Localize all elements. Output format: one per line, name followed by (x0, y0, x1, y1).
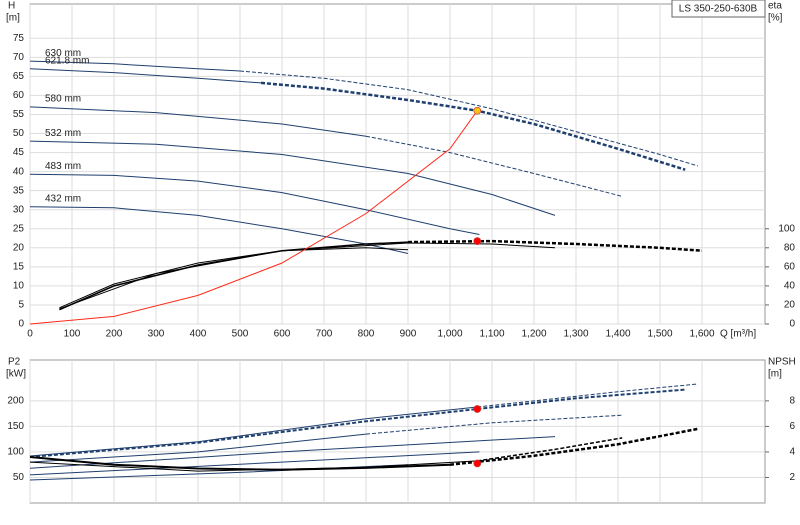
x-tick-label: 1,000 (437, 329, 462, 340)
y-axis-unit: [m] (6, 13, 20, 24)
y-tick-label: 15 (13, 261, 25, 272)
x-tick-label: 1,200 (521, 329, 546, 340)
curve-label: 621.8 mm (45, 55, 89, 66)
curve-label: 580 mm (45, 93, 81, 104)
curve (29, 106, 367, 137)
duty-point (473, 237, 482, 245)
y-tick-label: 70 (13, 52, 25, 63)
y2-tick-label: 80 (784, 242, 796, 253)
y2-tick-label: 2 (789, 472, 795, 483)
y-tick-label: 50 (13, 128, 25, 139)
y-tick-label: 10 (13, 281, 25, 292)
x-tick-label: 700 (316, 329, 333, 340)
curve-label: 432 mm (45, 193, 81, 204)
y2-axis-unit: [%] (768, 13, 783, 24)
y-tick-label: 150 (7, 421, 24, 432)
x-tick-label: 1,600 (689, 329, 714, 340)
curve-label: 483 mm (45, 161, 81, 172)
duty-point (473, 459, 482, 468)
y2-tick-label: 100 (778, 223, 795, 234)
y-tick-label: 50 (13, 472, 25, 483)
y2-tick-label: 6 (789, 421, 795, 432)
curve (239, 70, 698, 167)
curve (59, 241, 409, 311)
y2-tick-label: 60 (784, 261, 796, 272)
x-tick-label: 100 (64, 329, 81, 340)
y2-tick-label: 20 (784, 300, 796, 311)
x-tick-label: 1,400 (605, 329, 630, 340)
duty-point (473, 405, 482, 413)
title-box (671, 0, 766, 18)
x-tick-label: 200 (106, 329, 123, 340)
curve (29, 60, 241, 72)
y-tick-label: 5 (18, 300, 24, 311)
curve (29, 451, 480, 476)
y-tick-label: 60 (13, 90, 25, 101)
y-tick-label: 75 (13, 33, 25, 44)
x-tick-label: 1,100 (479, 329, 504, 340)
curve (365, 135, 623, 197)
curve (365, 414, 623, 435)
curve (29, 460, 478, 472)
y-tick-label: 35 (13, 185, 25, 196)
curve (29, 388, 686, 458)
curve (29, 436, 556, 469)
curve (59, 242, 556, 310)
y-tick-label: 200 (7, 395, 24, 406)
y2-tick-label: 0 (789, 319, 795, 330)
y2-tick-label: 40 (784, 281, 796, 292)
x-axis-label: Q [m³/h] (720, 329, 756, 340)
y-tick-label: 100 (7, 447, 24, 458)
y2-axis-unit: [m] (768, 369, 782, 380)
x-tick-label: 1,300 (563, 329, 588, 340)
curve (449, 427, 699, 466)
chart-title: LS 350-250-630B (679, 4, 758, 15)
curve (29, 140, 556, 216)
y2-axis-label: NPSH (768, 357, 796, 368)
y2-tick-label: 8 (789, 395, 795, 406)
y-axis-unit: [kW] (6, 369, 26, 380)
curve (29, 110, 478, 325)
x-tick-label: 600 (274, 329, 291, 340)
x-tick-label: 0 (27, 329, 33, 340)
curve (407, 239, 703, 252)
y-tick-label: 55 (13, 109, 25, 120)
curve (477, 437, 623, 462)
x-tick-label: 900 (400, 329, 417, 340)
y-tick-label: 30 (13, 204, 25, 215)
y-axis-label: H (8, 1, 15, 12)
x-tick-label: 300 (148, 329, 165, 340)
curve (29, 456, 451, 471)
curve (29, 433, 367, 463)
duty-point (473, 106, 482, 115)
curve (59, 247, 409, 309)
curve (29, 68, 262, 84)
curve-label: 630 mm (45, 48, 81, 59)
y-axis-label: P2 (8, 357, 21, 368)
y-tick-label: 45 (13, 147, 25, 158)
y-tick-label: 0 (18, 319, 24, 330)
y-tick-label: 25 (13, 223, 25, 234)
curve (477, 383, 698, 408)
y2-axis-label: eta (768, 1, 782, 12)
curve (29, 406, 478, 457)
y-tick-label: 65 (13, 71, 25, 82)
x-tick-label: 500 (232, 329, 249, 340)
y-tick-label: 40 (13, 166, 25, 177)
y-tick-label: 20 (13, 242, 25, 253)
x-tick-label: 800 (358, 329, 375, 340)
curve-label: 532 mm (45, 128, 81, 139)
x-tick-label: 1,500 (647, 329, 672, 340)
y2-tick-label: 4 (789, 447, 795, 458)
curve (29, 173, 480, 235)
x-tick-label: 400 (190, 329, 207, 340)
plot-frame (29, 3, 766, 325)
